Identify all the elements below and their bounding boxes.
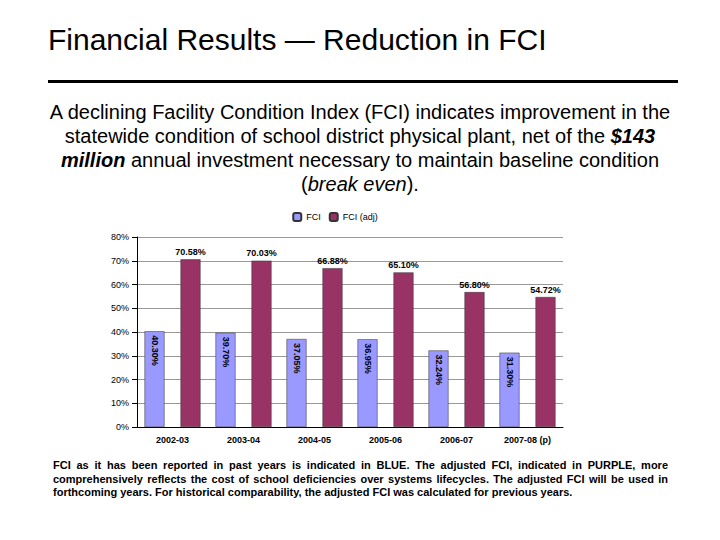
svg-text:10%: 10% — [111, 398, 129, 408]
svg-text:2005-06: 2005-06 — [369, 435, 402, 445]
svg-text:0%: 0% — [116, 422, 129, 432]
svg-text:36.95%: 36.95% — [363, 343, 373, 374]
svg-text:32.24%: 32.24% — [434, 354, 444, 385]
svg-text:20%: 20% — [111, 375, 129, 385]
svg-text:40%: 40% — [111, 327, 129, 337]
svg-text:39.70%: 39.70% — [221, 337, 231, 368]
svg-text:54.72%: 54.72% — [530, 285, 561, 295]
html-text:FCI as it has been reported in: FCI as it has been reported in past year… — [53, 459, 668, 498]
svg-text:30%: 30% — [111, 351, 129, 361]
svg-text:56.80%: 56.80% — [459, 280, 490, 290]
svg-text:2002-03: 2002-03 — [156, 435, 189, 445]
svg-text:70%: 70% — [111, 256, 129, 266]
svg-text:2004-05: 2004-05 — [298, 435, 331, 445]
svg-text:40.30%: 40.30% — [150, 335, 160, 366]
svg-text:66.88%: 66.88% — [317, 256, 348, 266]
svg-text:FCI (adj): FCI (adj) — [343, 212, 378, 222]
svg-text:37.05%: 37.05% — [292, 343, 302, 374]
svg-text:2003-04: 2003-04 — [227, 435, 260, 445]
svg-text:2006-07: 2006-07 — [440, 435, 473, 445]
svg-text:70.03%: 70.03% — [246, 248, 277, 258]
html-text:A declining Facility Condition: A declining Facility Condition Index (FC… — [49, 101, 671, 195]
svg-text:65.10%: 65.10% — [388, 260, 419, 270]
svg-text:70.58%: 70.58% — [175, 247, 206, 257]
svg-text:60%: 60% — [111, 280, 129, 290]
html-text:Financial Results — Reduction: Financial Results — Reduction in FCI — [48, 23, 547, 56]
svg-text:50%: 50% — [111, 303, 129, 313]
svg-text:FCI: FCI — [306, 212, 321, 222]
svg-text:2007-08 (p): 2007-08 (p) — [504, 435, 551, 445]
svg-text:80%: 80% — [111, 232, 129, 242]
svg-text:31.30%: 31.30% — [505, 357, 515, 388]
